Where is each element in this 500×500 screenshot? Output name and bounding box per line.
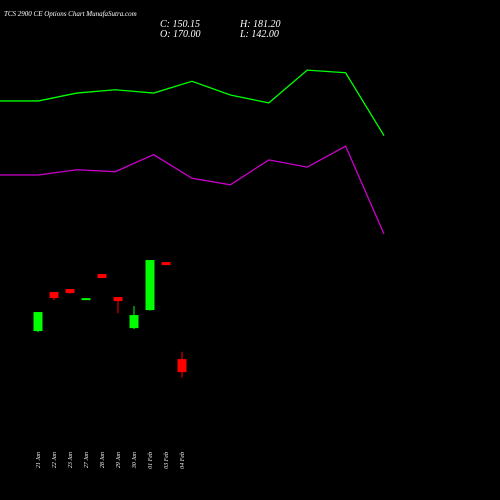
x-tick-label: 03 Feb [164,452,170,469]
chart-title: TCS 2900 CE Options Chart MunafaSutra.co… [4,10,137,18]
candle-body [33,312,43,332]
candle-body [129,315,139,329]
candle-body [97,274,107,279]
x-tick-label: 30 Jan [132,452,138,469]
high-label: H: 181.20 [239,19,281,30]
candle-body [145,260,155,311]
candle-body [113,297,123,302]
open-label: O: 170.00 [160,29,201,40]
x-tick-label: 29 Jan [116,452,122,468]
close-label: C: 150.15 [160,19,200,30]
candle-body [81,298,91,301]
x-tick-label: 01 Feb [148,452,154,469]
x-tick-label: 28 Jan [100,452,106,468]
indicator-line [0,69,385,136]
low-label: L: 142.00 [239,29,279,40]
indicator-line [0,145,385,235]
x-tick-label: 27 Jan [84,452,90,468]
x-tick-label: 21 Jan [36,452,42,468]
x-tick-label: 23 Jan [68,452,74,468]
candle-body [65,289,75,294]
candle-body [161,262,171,266]
x-tick-label: 22 Jan [52,452,58,468]
candle-body [177,359,187,373]
candle-body [49,292,59,299]
x-tick-label: 04 Feb [179,452,186,469]
